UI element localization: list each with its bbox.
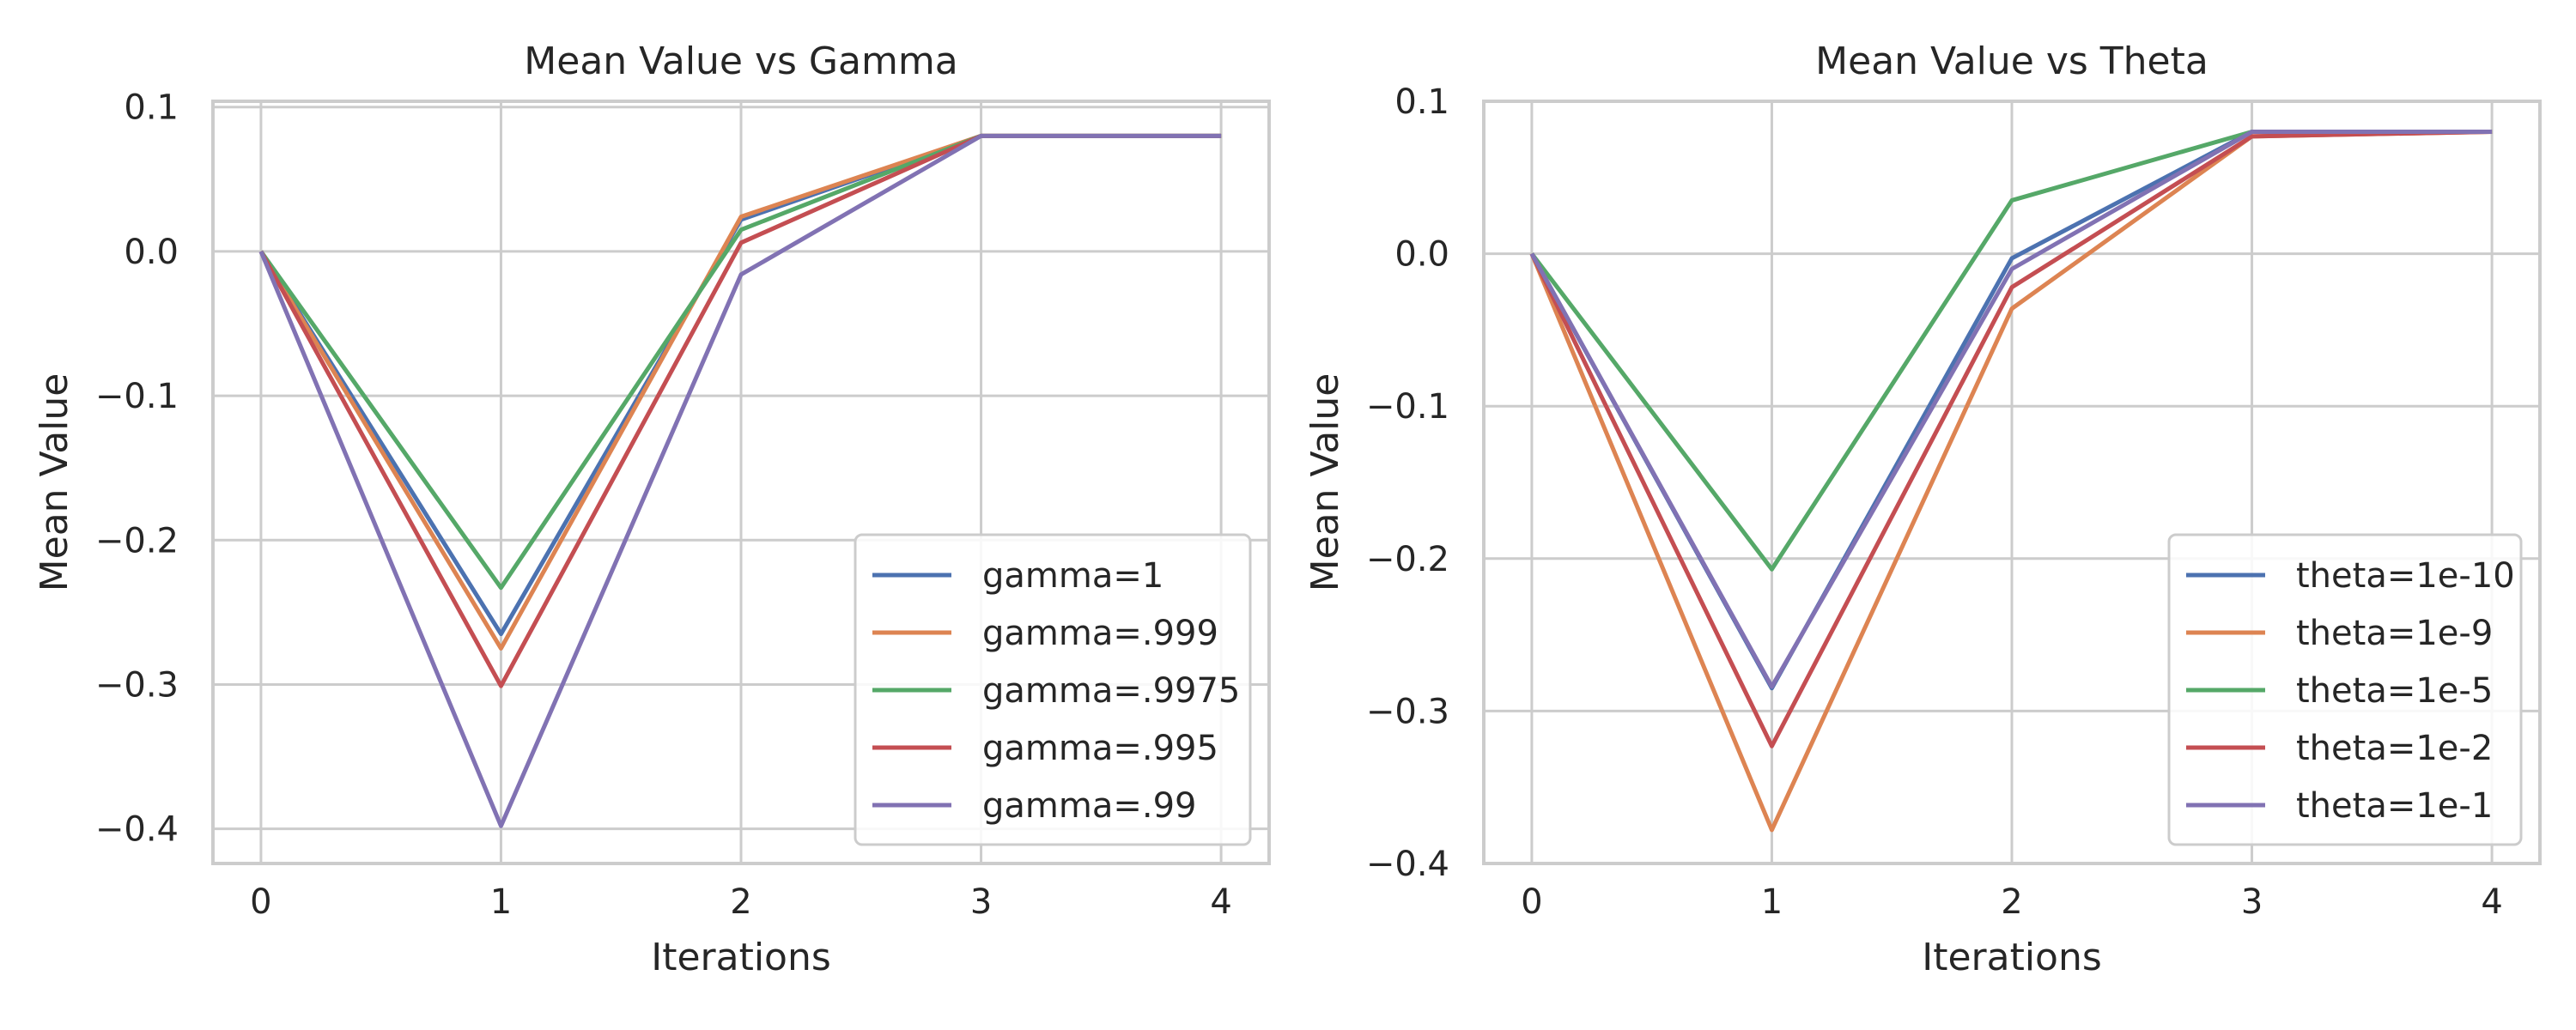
legend-box [854,533,1252,846]
x-tick-label: 3 [2241,882,2263,922]
x-axis-label: Iterations [651,936,831,979]
y-tick-label: −0.3 [95,665,179,705]
plot-frame [1482,100,2542,865]
y-axis-label: Mean Value [1303,373,1347,592]
x-tick-label: 1 [490,882,512,922]
x-tick-label: 0 [250,882,271,922]
y-tick-label: 0.1 [124,88,179,128]
x-tick-label: 1 [1761,882,1783,922]
y-tick-label: −0.2 [95,521,179,560]
y-tick-label: 0.1 [1394,82,1449,122]
x-tick-label: 4 [1210,882,1231,922]
series-line-theta=1e-1 [1529,130,2493,689]
y-tick-label: 0.0 [124,233,179,272]
chart-mean-value-vs-theta: Mean Value vs Theta 0 1 2 3 4 0.1 0.0 −0.1 −0.2 −0… [1303,39,2542,979]
legend-label: gamma=1 [982,556,1163,596]
y-tick-label: −0.1 [1366,387,1449,427]
legend-label: theta=1e-10 [2296,556,2515,596]
y-tick-label: −0.4 [1366,845,1449,884]
x-tick-label: 3 [970,882,992,922]
x-tick-label: 0 [1521,882,1542,922]
x-tick-label: 4 [2481,882,2502,922]
legend-label: gamma=.999 [982,614,1218,653]
y-tick-label: −0.2 [1366,540,1449,579]
legend-label: theta=1e-9 [2296,614,2493,653]
legend-label: gamma=.99 [982,786,1196,826]
series-line-theta=1e-2 [1529,130,2493,748]
chart-mean-value-vs-gamma: Mean Value vs Gamma 0 1 2 3 4 0.1 0.0 −0.1 −0.2 −0… [33,39,1271,979]
legend-label: theta=1e-1 [2296,786,2493,826]
legend: theta=1e-10 theta=1e-9 theta=1e-5 theta=1e-… [2167,533,2523,846]
legend-label: gamma=.995 [982,729,1218,768]
legend: gamma=1 gamma=.999 gamma=.9975 gamma=.995 ga… [854,533,1252,846]
x-tick-label: 2 [2001,882,2022,922]
y-axis-label: Mean Value [33,373,76,592]
legend-label: theta=1e-5 [2296,671,2493,711]
series-line-gamma=.99 [258,133,1222,828]
legend-box [2167,533,2523,846]
legend-label: theta=1e-2 [2296,729,2493,768]
y-tick-label: 0.0 [1394,235,1449,275]
legend-label: gamma=.9975 [982,671,1240,711]
x-axis-label: Iterations [1922,936,2102,979]
x-tick-label: 2 [730,882,751,922]
y-tick-label: −0.3 [1366,692,1449,731]
y-tick-label: −0.4 [95,810,179,850]
chart-title: Mean Value vs Theta [1815,39,2208,83]
chart-title: Mean Value vs Gamma [524,39,957,83]
y-tick-label: −0.1 [95,377,179,416]
plot-frame [211,100,1271,865]
